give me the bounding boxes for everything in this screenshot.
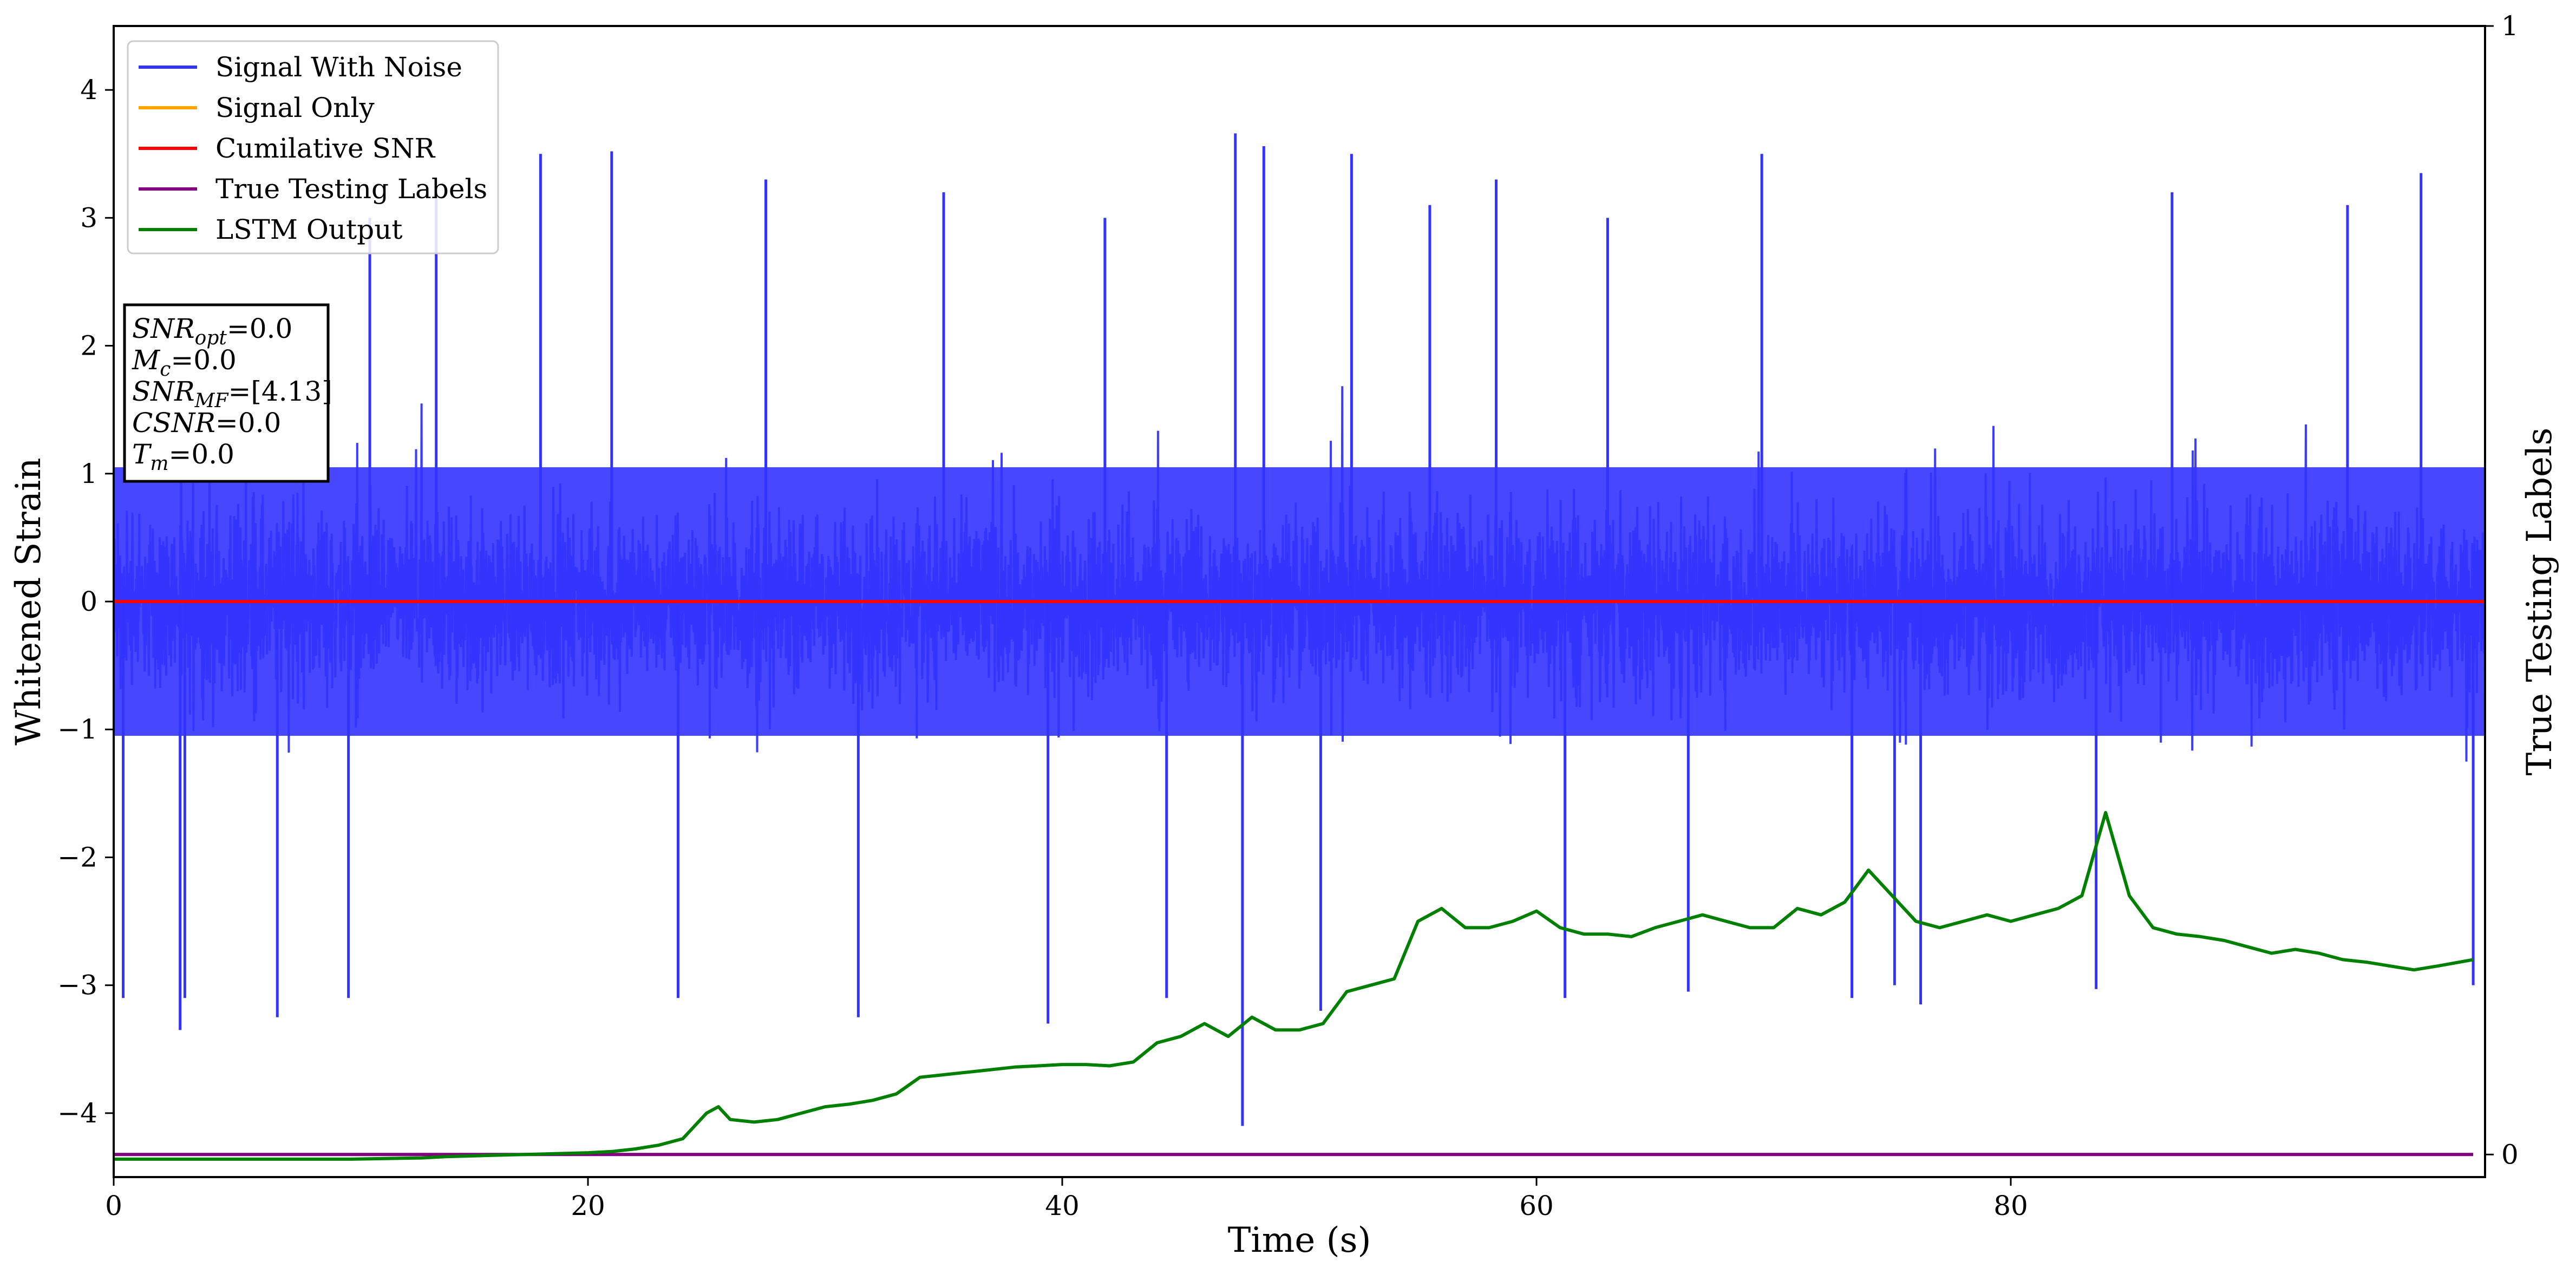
y-tick-label: −3 xyxy=(57,970,97,1001)
legend-label: LSTM Output xyxy=(215,214,402,245)
info-line-subscript: c xyxy=(160,358,171,381)
info-line-value: =[4.13] xyxy=(228,376,332,407)
y2-axis: 10 xyxy=(2485,10,2519,1170)
legend-label: True Testing Labels xyxy=(215,173,487,205)
info-line-symbol: T xyxy=(132,439,152,470)
x-tick-label: 80 xyxy=(1993,1190,2028,1221)
x-tick-label: 40 xyxy=(1045,1190,1080,1221)
x-tick-label: 20 xyxy=(571,1190,605,1221)
info-line: CSNR=0.0 xyxy=(132,407,281,439)
y-axis: 4 3 2 1 0 −1 −2 −3 −4 xyxy=(57,74,114,1129)
x-tick-label: 0 xyxy=(105,1190,122,1221)
legend-label: Signal With Noise xyxy=(215,51,462,83)
info-line-value: =0.0 xyxy=(227,313,292,344)
x-axis-title: Time (s) xyxy=(1228,1220,1371,1260)
info-line-symbol: M xyxy=(132,344,161,376)
y-tick-label: −1 xyxy=(57,714,97,745)
info-box: SNRopt=0.0Mc=0.0SNRMF=[4.13]CSNR=0.0Tm=0… xyxy=(123,303,332,483)
legend-label: Cumilative SNR xyxy=(215,133,435,164)
info-line-subscript: m xyxy=(150,453,168,475)
y-tick-label: −4 xyxy=(57,1097,97,1129)
info-line-symbol: CSNR xyxy=(132,407,215,439)
legend-items: Signal With Noise Signal Only Cumilative S… xyxy=(139,51,487,245)
info-line: SNRopt=0.0 xyxy=(132,313,292,349)
info-line-value: =0.0 xyxy=(215,407,281,439)
series-layer xyxy=(114,133,2485,1161)
info-box-frame xyxy=(123,303,330,483)
y-tick-label: 1 xyxy=(80,458,97,489)
y-tick-label: −2 xyxy=(57,841,97,873)
legend-box xyxy=(127,40,499,254)
info-line-value: =0.0 xyxy=(169,439,234,470)
legend: Signal With Noise Signal Only Cumilative S… xyxy=(127,40,499,254)
series-lstm-output xyxy=(114,811,2474,1161)
info-line-value: =0.0 xyxy=(171,344,236,376)
info-line-subscript: MF xyxy=(194,390,230,412)
y2-axis-title: True Testing Labels xyxy=(2520,428,2560,776)
x-axis: 0 20 40 60 80 xyxy=(105,1177,2028,1221)
x-tick-label: 60 xyxy=(1519,1190,1554,1221)
y-tick-label: 4 xyxy=(80,74,97,106)
y-tick-label: 3 xyxy=(80,202,97,233)
info-line: SNRMF=[4.13] xyxy=(132,376,332,412)
info-line: Tm=0.0 xyxy=(132,439,234,475)
y-tick-label: 2 xyxy=(80,330,97,362)
info-line-subscript: opt xyxy=(195,327,227,349)
info-lines: SNRopt=0.0Mc=0.0SNRMF=[4.13]CSNR=0.0Tm=0… xyxy=(132,313,332,475)
y2-tick-label: 0 xyxy=(2501,1139,2519,1170)
y-tick-label: 0 xyxy=(80,586,97,617)
legend-label: Signal Only xyxy=(215,92,375,123)
y2-tick-label: 1 xyxy=(2501,10,2519,42)
info-line-symbol: SNR xyxy=(132,376,195,407)
info-line-symbol: SNR xyxy=(132,313,195,344)
info-line: Mc=0.0 xyxy=(132,344,237,381)
y-axis-title: Whitened Strain xyxy=(9,458,49,745)
